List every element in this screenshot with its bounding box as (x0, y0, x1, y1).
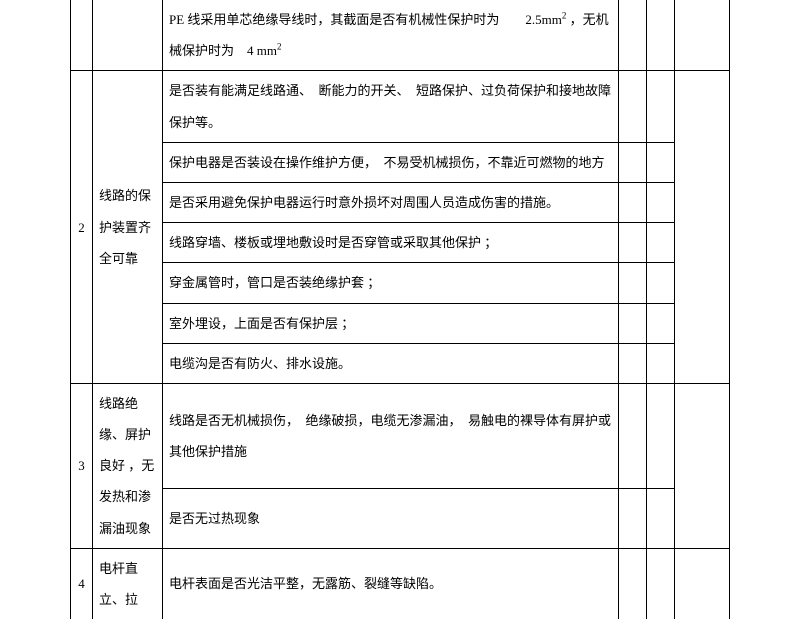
table-cell: 电缆沟是否有防火、排水设施。 (163, 343, 619, 383)
table-row: 3线路绝缘、屏护良好 ，无发热和渗漏油现象线路是否无机械损伤， 绝缘破损，电缆无… (71, 383, 730, 489)
table-cell (647, 142, 675, 182)
table-cell (619, 263, 647, 303)
table-row: 是否采用避免保护电器运行时意外损坏对周围人员造成伤害的措施。 (71, 182, 730, 222)
table-cell (619, 343, 647, 383)
table-row: 2线路的保护装置齐全可靠是否装有能满足线路通、 断能力的开关、 短路保护、过负荷… (71, 71, 730, 142)
document-page: PE 线采用单芯绝缘导线时，其截面是否有机械性保护时为 2.5mm2 ，无机械保… (0, 0, 800, 566)
table-cell (619, 223, 647, 263)
table-cell (93, 0, 163, 71)
inspection-table: PE 线采用单芯绝缘导线时，其截面是否有机械性保护时为 2.5mm2 ，无机械保… (70, 0, 730, 619)
table-cell (647, 0, 675, 71)
table-row: 穿金属管时，管口是否装绝缘护套 ； (71, 263, 730, 303)
table-cell (619, 71, 647, 142)
table-cell (675, 0, 730, 71)
table-row: 保护电器是否装设在操作维护方便， 不易受机械损伤，不靠近可燃物的地方 (71, 142, 730, 182)
table-cell: 保护电器是否装设在操作维护方便， 不易受机械损伤，不靠近可燃物的地方 (163, 142, 619, 182)
table-cell: 2 (71, 71, 93, 384)
table-cell (647, 343, 675, 383)
table-row: 4电杆直立、拉电杆表面是否光洁平整，无露筋、裂缝等缺陷。 (71, 548, 730, 619)
table-cell: 线路穿墙、楼板或埋地敷设时是否穿管或采取其他保护 ； (163, 223, 619, 263)
table-cell (647, 303, 675, 343)
table-cell (647, 489, 675, 548)
table-cell: 是否装有能满足线路通、 断能力的开关、 短路保护、过负荷保护和接地故障保护等。 (163, 71, 619, 142)
table-cell (675, 383, 730, 548)
table-cell (647, 548, 675, 619)
table-row: 线路穿墙、楼板或埋地敷设时是否穿管或采取其他保护 ； (71, 223, 730, 263)
table-cell (647, 71, 675, 142)
table-cell (647, 263, 675, 303)
table-cell: 电杆直立、拉 (93, 548, 163, 619)
table-cell: 线路的保护装置齐全可靠 (93, 71, 163, 384)
table-cell (619, 383, 647, 489)
table-cell (675, 71, 730, 384)
table-cell: 4 (71, 548, 93, 619)
table-cell (619, 0, 647, 71)
table-cell (619, 142, 647, 182)
table-cell: PE 线采用单芯绝缘导线时，其截面是否有机械性保护时为 2.5mm2 ，无机械保… (163, 0, 619, 71)
table-cell (619, 182, 647, 222)
table-cell: 线路绝缘、屏护良好 ，无发热和渗漏油现象 (93, 383, 163, 548)
table-row: 电缆沟是否有防火、排水设施。 (71, 343, 730, 383)
table-cell: 是否采用避免保护电器运行时意外损坏对周围人员造成伤害的措施。 (163, 182, 619, 222)
table-row: 室外埋设，上面是否有保护层 ； (71, 303, 730, 343)
table-row: PE 线采用单芯绝缘导线时，其截面是否有机械性保护时为 2.5mm2 ，无机械保… (71, 0, 730, 71)
table-cell (619, 303, 647, 343)
table-cell: 电杆表面是否光洁平整，无露筋、裂缝等缺陷。 (163, 548, 619, 619)
table-cell: 穿金属管时，管口是否装绝缘护套 ； (163, 263, 619, 303)
table-cell: 3 (71, 383, 93, 548)
table-cell (647, 383, 675, 489)
table-cell (675, 548, 730, 619)
table-row: 是否无过热现象 (71, 489, 730, 548)
table-cell (647, 223, 675, 263)
table-cell: 室外埋设，上面是否有保护层 ； (163, 303, 619, 343)
table-cell: 线路是否无机械损伤， 绝缘破损，电缆无渗漏油， 易触电的裸导体有屏护或其他保护措… (163, 383, 619, 489)
table-cell (619, 548, 647, 619)
table-cell (619, 489, 647, 548)
table-cell: 是否无过热现象 (163, 489, 619, 548)
table-cell (647, 182, 675, 222)
table-cell (71, 0, 93, 71)
